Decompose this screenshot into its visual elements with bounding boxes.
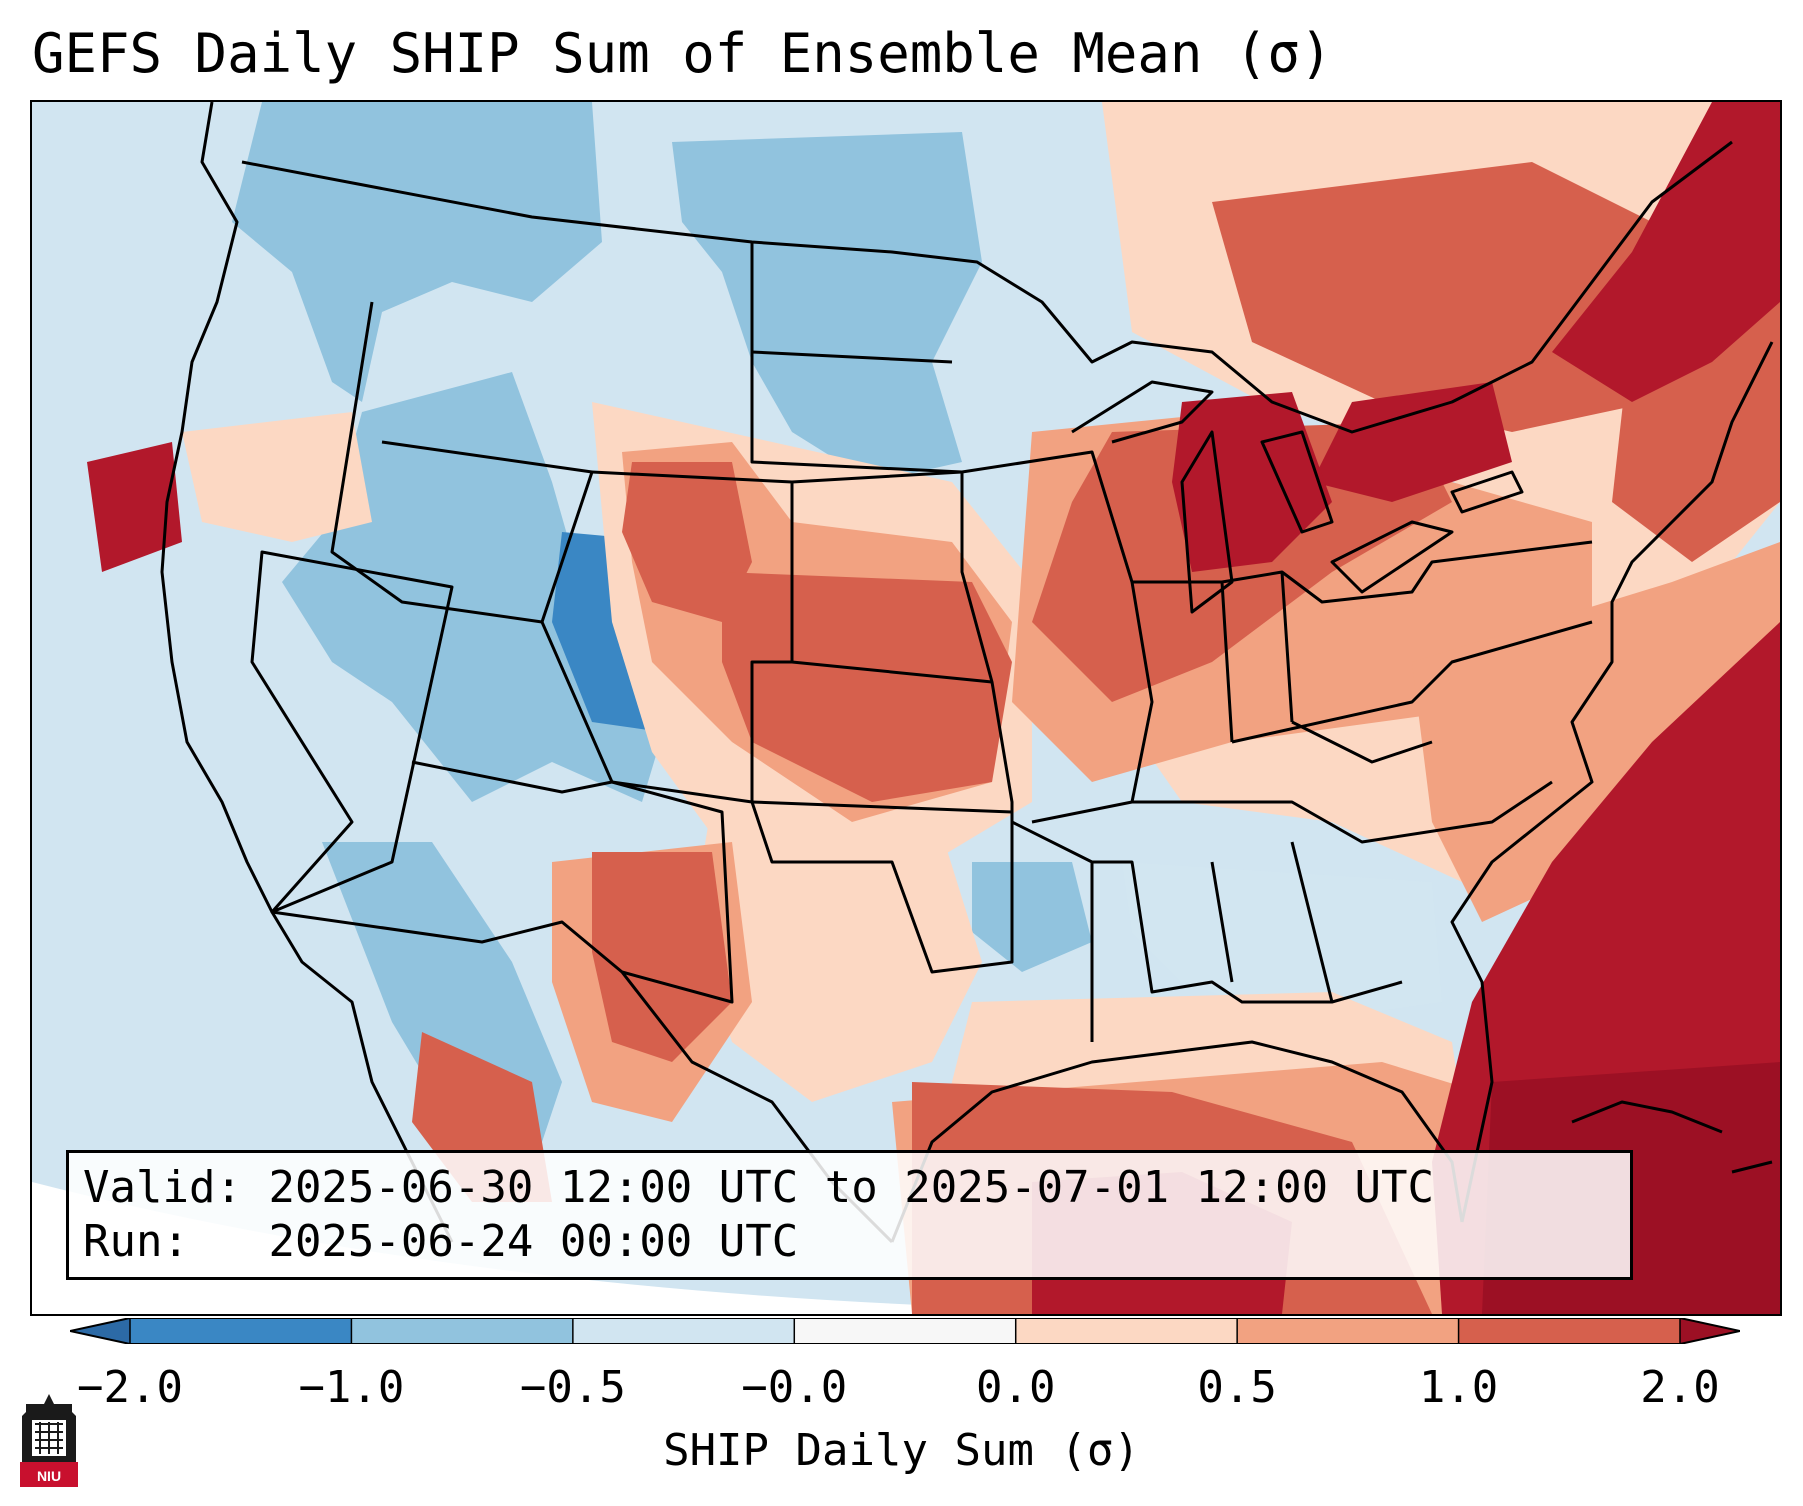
anomaly-region-pos-light-texas — [692, 802, 982, 1102]
gulf-coastline — [890, 1040, 1464, 1243]
niu-logo-icon — [20, 1394, 78, 1487]
colorbar-under-extension — [70, 1318, 130, 1344]
run-row: Run: 2025-06-24 00:00 UTC — [83, 1215, 1630, 1269]
colorbar-segment — [130, 1318, 352, 1344]
colorbar-tick-label: −0.0 — [741, 1362, 848, 1413]
state-line-dakotas — [751, 350, 963, 484]
colorbar-segment — [351, 1318, 574, 1344]
niu-logo-text: NIU — [36, 1468, 62, 1484]
niu-logo-band — [20, 1462, 78, 1487]
colorbar-segment — [572, 1318, 795, 1344]
colorbar-tick-label: 2.0 — [1640, 1362, 1720, 1413]
state-line-lakes-states — [1132, 540, 1593, 743]
caribbean-islands — [1571, 1100, 1773, 1174]
state-line-nevada — [250, 550, 454, 914]
projection-outside — [32, 1182, 1780, 1314]
colorbar-tick-label: −0.5 — [519, 1362, 626, 1413]
colorbar — [70, 1318, 1740, 1344]
colorbar-segment — [794, 1318, 1017, 1344]
geographic-boundaries — [160, 102, 1774, 1244]
state-line-west-interior — [330, 301, 594, 624]
state-line-midwest — [961, 450, 1154, 824]
colorbar-tick-label: −2.0 — [77, 1362, 183, 1413]
anomaly-region-pos-max-california-coast — [87, 442, 182, 572]
anomaly-region-pos-max-canada — [1552, 102, 1780, 402]
chart-title: GEFS Daily SHIP Sum of Ensemble Mean (σ) — [32, 22, 1333, 85]
state-line-plains — [750, 242, 1014, 974]
valid-time-range: 2025-06-30 12:00 UTC to 2025-07-01 12:00… — [268, 1162, 1435, 1213]
anomaly-region-pos-strong-kansas — [722, 572, 1012, 802]
great-lakes-outline — [1071, 380, 1524, 614]
colorbar-tick-label: 0.0 — [975, 1362, 1056, 1413]
map-panel[interactable] — [30, 100, 1782, 1316]
run-time: 2025-06-24 00:00 UTC — [268, 1216, 799, 1267]
state-line-four-corners — [411, 760, 734, 1004]
run-label: Run: — [83, 1216, 189, 1267]
valid-label: Valid: — [83, 1162, 242, 1213]
colorbar-segment — [1237, 1318, 1460, 1344]
state-line-appalachia — [1231, 620, 1593, 764]
colorbar-segment — [1015, 1318, 1238, 1344]
anomaly-region-pos-strong-wyoming — [622, 462, 752, 622]
colorbar-label: SHIP Daily Sum (σ) — [663, 1425, 1140, 1476]
anomaly-region-neg-louisiana — [972, 862, 1092, 972]
colorbar-tick-label: −1.0 — [298, 1362, 405, 1413]
colorbar-segment — [1458, 1318, 1681, 1344]
anomaly-region-pos-strong-newmexico — [592, 852, 732, 1062]
anomaly-region-neg-dakotas — [672, 132, 982, 482]
colorbar-over-extension — [1680, 1318, 1740, 1344]
atlantic-coastline — [1450, 341, 1774, 1223]
niu-logo: NIU — [20, 1392, 78, 1487]
colorbar-tick-label: 1.0 — [1418, 1362, 1499, 1413]
anomaly-region-pos-light-oregon — [182, 412, 372, 542]
valid-row: Valid: 2025-06-30 12:00 UTC to 2025-07-0… — [83, 1161, 1630, 1215]
map-canvas — [32, 102, 1780, 1314]
anomaly-region-pos-max-ontario — [1312, 382, 1512, 502]
anomaly-region-neg-southeast — [1122, 862, 1442, 1022]
colorbar-tick-label: 0.5 — [1197, 1362, 1277, 1413]
validity-info-box: Valid: 2025-06-30 12:00 UTC to 2025-07-0… — [66, 1150, 1633, 1280]
state-line-south — [1011, 780, 1553, 1042]
canada-us-border — [241, 140, 1733, 434]
state-line-kansas-oklahoma — [751, 660, 1013, 814]
us-west-coastline — [160, 102, 454, 1243]
